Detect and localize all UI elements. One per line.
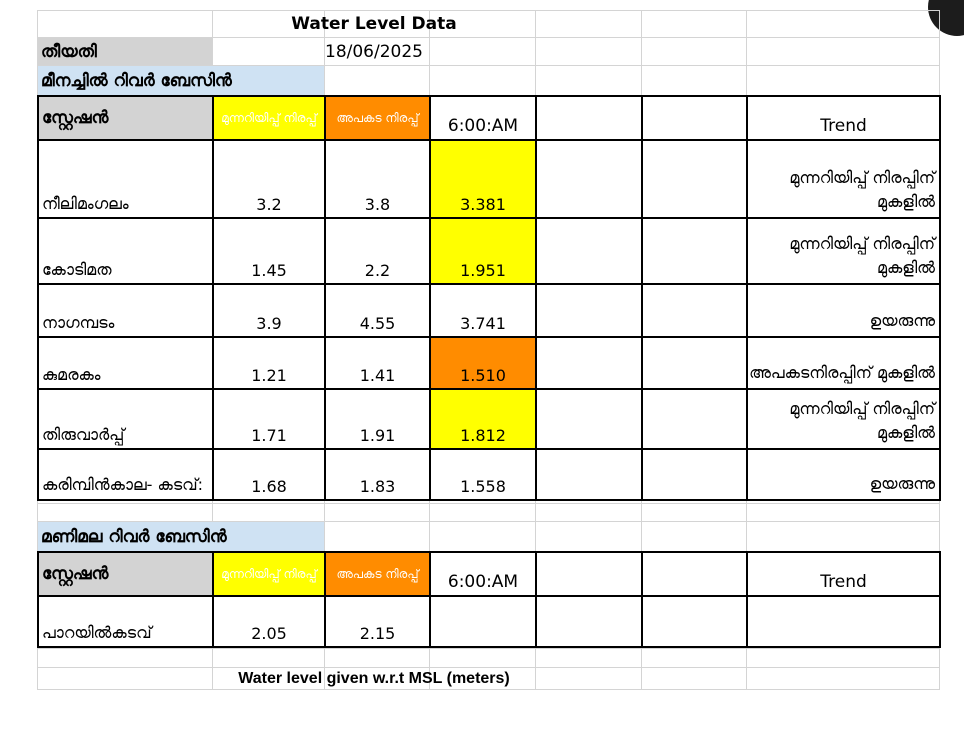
header-danger-level: അപകട നിരപ്പ് bbox=[324, 95, 431, 141]
trend-value: മുന്നറിയിപ്പ് നിരപ്പിന് മുകളിൽ bbox=[746, 217, 941, 285]
station-name: നീലിമംഗലം bbox=[37, 139, 214, 219]
header-time: 6:00:AM bbox=[429, 95, 537, 141]
header-empty-cell bbox=[535, 95, 643, 141]
current-level-value: 1.510 bbox=[429, 336, 537, 390]
current-level-value: 1.951 bbox=[429, 217, 537, 285]
header-time: 6:00:AM bbox=[429, 551, 537, 597]
date-value: 18/06/2025 bbox=[325, 41, 423, 62]
station-name: കുമരകം bbox=[37, 336, 214, 390]
header-empty-cell bbox=[641, 551, 748, 597]
danger-level-value: 1.41 bbox=[324, 336, 431, 390]
station-name: കോടിമത bbox=[37, 217, 214, 285]
grid-line bbox=[37, 10, 940, 11]
grid-line bbox=[37, 503, 940, 504]
station-name: നാഗമ്പടം bbox=[37, 283, 214, 338]
header-warning-level: മുന്നറിയിപ്പ് നിരപ്പ് bbox=[212, 551, 326, 597]
grid-line bbox=[37, 521, 940, 522]
empty-cell bbox=[641, 595, 748, 648]
trend-value: മുന്നറിയിപ്പ് നിരപ്പിന് മുകളിൽ bbox=[746, 388, 941, 450]
basin-title-meenachil: മീനച്ചിൽ റിവർ ബേസിൻ bbox=[38, 66, 324, 95]
trend-value: ഉയരുന്നു bbox=[746, 448, 941, 501]
header-empty-cell bbox=[535, 551, 643, 597]
current-level-value bbox=[429, 595, 537, 648]
trend-value: ഉയരുന്നു bbox=[746, 283, 941, 338]
station-name: പാറയിൽകടവ് bbox=[37, 595, 214, 648]
danger-level-value: 1.91 bbox=[324, 388, 431, 450]
station-name: തിരുവാർപ്പ് bbox=[37, 388, 214, 450]
empty-cell bbox=[535, 217, 643, 285]
empty-cell bbox=[535, 595, 643, 648]
empty-cell bbox=[641, 283, 748, 338]
empty-cell bbox=[641, 139, 748, 219]
header-empty-cell bbox=[641, 95, 748, 141]
grid-line bbox=[37, 689, 940, 690]
empty-cell bbox=[641, 448, 748, 501]
trend-value: മുന്നറിയിപ്പ് നിരപ്പിന് മുകളിൽ bbox=[746, 139, 941, 219]
danger-level-value: 4.55 bbox=[324, 283, 431, 338]
grid-line bbox=[37, 65, 940, 66]
warning-level-value: 1.45 bbox=[212, 217, 326, 285]
header-trend: Trend bbox=[746, 551, 941, 597]
header-trend: Trend bbox=[746, 95, 941, 141]
warning-level-value: 1.68 bbox=[212, 448, 326, 501]
sheet-title: Water Level Data bbox=[291, 14, 457, 34]
footer-note: Water level given w.r.t MSL (meters) bbox=[238, 669, 510, 687]
grid-line bbox=[37, 37, 940, 38]
empty-cell bbox=[641, 217, 748, 285]
header-station: സ്റ്റേഷൻ bbox=[37, 95, 214, 141]
empty-cell bbox=[641, 388, 748, 450]
grid-line bbox=[37, 667, 940, 668]
warning-level-value: 3.9 bbox=[212, 283, 326, 338]
empty-cell bbox=[641, 336, 748, 390]
danger-level-value: 2.2 bbox=[324, 217, 431, 285]
warning-level-value: 2.05 bbox=[212, 595, 326, 648]
header-station: സ്റ്റേഷൻ bbox=[37, 551, 214, 597]
trend-value bbox=[746, 595, 941, 648]
warning-level-value: 1.71 bbox=[212, 388, 326, 450]
grid-line bbox=[37, 648, 940, 649]
station-name: കരിമ്പിൻകാല- കടവ്: bbox=[37, 448, 214, 501]
empty-cell bbox=[535, 139, 643, 219]
current-level-value: 3.741 bbox=[429, 283, 537, 338]
current-level-value: 1.812 bbox=[429, 388, 537, 450]
date-label: തീയതി bbox=[38, 38, 212, 65]
current-level-value: 3.381 bbox=[429, 139, 537, 219]
warning-level-value: 3.2 bbox=[212, 139, 326, 219]
trend-value: അപകടനിരപ്പിന് മുകളിൽ bbox=[746, 336, 941, 390]
empty-cell bbox=[535, 388, 643, 450]
empty-cell bbox=[535, 283, 643, 338]
danger-level-value: 3.8 bbox=[324, 139, 431, 219]
header-warning-level: മുന്നറിയിപ്പ് നിരപ്പ് bbox=[212, 95, 326, 141]
empty-cell bbox=[535, 448, 643, 501]
header-danger-level: അപകട നിരപ്പ് bbox=[324, 551, 431, 597]
spreadsheet: Water Level Data തീയതി 18/06/2025 മീനച്ച… bbox=[37, 10, 941, 690]
danger-level-value: 2.15 bbox=[324, 595, 431, 648]
empty-cell bbox=[535, 336, 643, 390]
current-level-value: 1.558 bbox=[429, 448, 537, 501]
warning-level-value: 1.21 bbox=[212, 336, 326, 390]
danger-level-value: 1.83 bbox=[324, 448, 431, 501]
basin-title-manimala: മണിമല റിവർ ബേസിൻ bbox=[38, 522, 324, 551]
